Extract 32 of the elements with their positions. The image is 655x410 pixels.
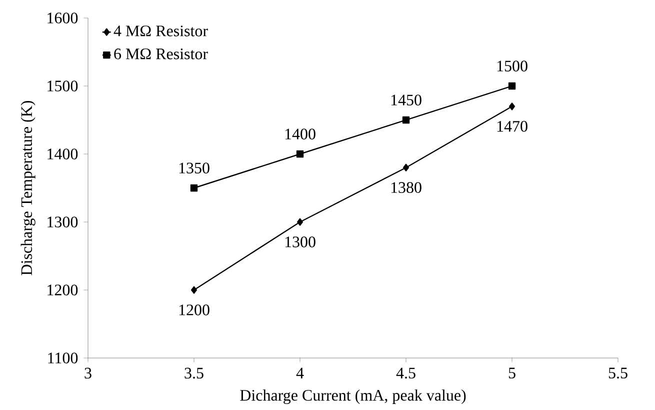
x-tick-label: 3 bbox=[84, 368, 92, 379]
y-tick-label: 1500 bbox=[48, 80, 78, 92]
point bbox=[191, 286, 197, 294]
data-label: 1380 bbox=[391, 182, 422, 193]
legend-label: 4 MΩ Resistor bbox=[114, 26, 208, 36]
point bbox=[190, 184, 198, 192]
y-tick-label: 1300 bbox=[48, 216, 78, 228]
x-tick-label: 5.5 bbox=[608, 368, 628, 378]
x-tick-label: 3.5 bbox=[184, 368, 204, 379]
y-tick-label: 1600 bbox=[48, 12, 78, 24]
y-axis-title: Discharge Temperature (K) bbox=[20, 100, 36, 276]
x-tick-label: 5 bbox=[508, 368, 516, 378]
y-tick-label: 1100 bbox=[48, 352, 78, 364]
point bbox=[297, 218, 303, 226]
data-label: 1450 bbox=[391, 94, 422, 106]
point bbox=[402, 116, 410, 124]
data-label: 1350 bbox=[179, 162, 210, 174]
legend-label: 6 MΩ Resistor bbox=[114, 48, 208, 60]
data-label: 1500 bbox=[497, 60, 528, 72]
x-axis-title: Dicharge Current (mA, peak value) bbox=[240, 389, 466, 404]
y-tick-label: 1400 bbox=[48, 148, 78, 160]
point bbox=[403, 164, 409, 172]
data-label: 1470 bbox=[497, 120, 528, 132]
y-tick-label: 1200 bbox=[48, 284, 78, 296]
data-label: 1300 bbox=[285, 236, 316, 248]
x-tick-label: 4 bbox=[296, 368, 304, 378]
data-label: 1200 bbox=[179, 304, 210, 316]
data-label: 1400 bbox=[285, 128, 316, 140]
point bbox=[509, 102, 516, 110]
point bbox=[508, 82, 516, 90]
x-tick-label: 4.5 bbox=[396, 368, 416, 379]
point bbox=[296, 150, 304, 158]
